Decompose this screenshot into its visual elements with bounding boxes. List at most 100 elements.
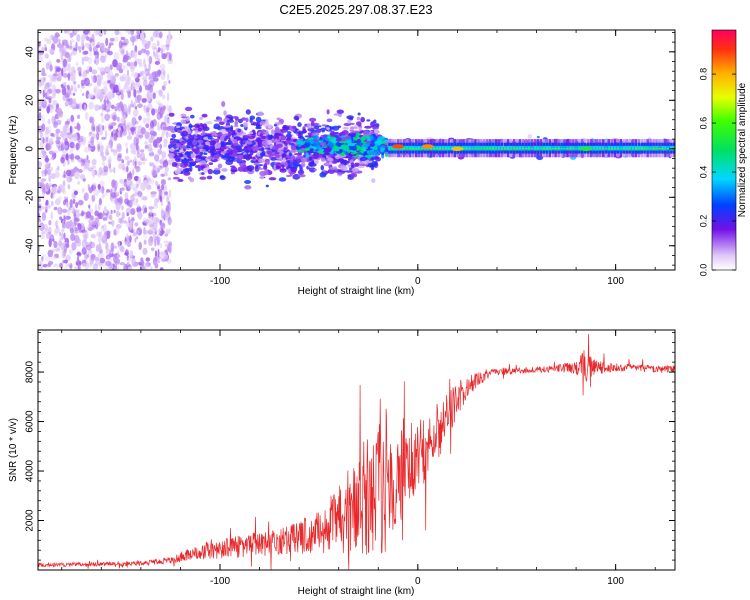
spectrogram-cell (118, 241, 121, 248)
spectrogram-cell (50, 200, 54, 207)
spectrogram-cell (82, 230, 89, 240)
spectrogram-cell (98, 231, 103, 239)
spectrogram-cell (52, 185, 58, 194)
spectrogram-frame (37, 29, 676, 271)
spectrogram-cell (65, 243, 70, 248)
spectrogram-band-cell (607, 148, 611, 150)
spectrogram-cell (329, 161, 333, 165)
spectrogram-cell (226, 142, 232, 145)
spectrogram-cell (135, 89, 141, 94)
spectrogram-cell (85, 211, 91, 219)
spectrogram-cell (118, 126, 121, 132)
spectrogram-cell (38, 42, 41, 47)
spectrogram-cell (300, 148, 305, 151)
spectrogram-cell (83, 104, 87, 112)
spectrogram-cell (50, 211, 54, 220)
spectrogram-cell (42, 153, 46, 159)
spectrogram-cell (99, 257, 106, 264)
spectrogram-cell (146, 111, 150, 117)
spectrogram-cell (97, 123, 104, 128)
spectrogram-cell (144, 131, 150, 140)
spectrogram-cell (56, 242, 61, 251)
spectrogram-cell (180, 116, 187, 119)
spectrogram-cell (140, 48, 147, 54)
y-tick-label: 40 (25, 46, 36, 58)
spectrogram-cell (97, 183, 101, 190)
figure-title: C2E5.2025.297.08.37.E23 (279, 2, 432, 17)
spectrogram-cell (44, 53, 49, 59)
spectrogram-cell (293, 115, 299, 121)
spectrogram-cell (213, 154, 220, 160)
colorbar-tick-label: 0.6 (698, 117, 708, 130)
spectrogram-cell (75, 143, 79, 151)
spectrogram-x-ticks: -100 0 100 (61, 30, 656, 287)
spectrogram-cell (130, 65, 135, 73)
spectrogram-band-cell (521, 148, 525, 150)
spectrogram-cell (97, 204, 101, 211)
spectrogram-cell (94, 256, 100, 262)
spectrogram-cell (161, 151, 167, 159)
spectrogram-cell (64, 138, 68, 146)
spectrogram-cell (59, 262, 63, 269)
spectrogram-cell (175, 143, 182, 148)
spectrogram-band-cell (661, 148, 664, 150)
spectrogram-cell (82, 159, 86, 166)
spectrogram-cell (70, 222, 75, 228)
spectrogram-cell (245, 117, 249, 123)
spectrogram-cell (266, 140, 273, 145)
spectrogram-cell (158, 126, 161, 130)
spectrogram-cell (93, 30, 100, 36)
spectrogram-cell (105, 260, 111, 267)
spectrogram-cell (206, 121, 213, 125)
spectrogram-cell (41, 100, 48, 109)
spectrogram-cell (101, 104, 108, 110)
spectrogram-cell (265, 159, 270, 165)
spectrogram-cell (193, 148, 200, 154)
spectrogram-cell (130, 61, 135, 66)
spectrogram-cell (45, 199, 49, 206)
spectrogram-cell (134, 237, 137, 243)
spectrogram-cell (152, 170, 157, 177)
spectrogram-cell (301, 161, 306, 168)
spectrogram-cell (172, 176, 180, 180)
spectrogram-cell (133, 60, 138, 66)
spectrogram-cell (137, 94, 141, 104)
spectrogram-cell (151, 108, 156, 116)
spectrogram-cell (140, 265, 146, 270)
spectrogram-cell (120, 78, 126, 82)
spectrogram-cell (52, 123, 58, 127)
spectrogram-cell (56, 136, 62, 140)
spectrogram-cell (125, 49, 129, 57)
spectrogram-cell (237, 128, 241, 133)
spectrogram-cell (233, 142, 239, 146)
spectrogram-cell (351, 145, 357, 151)
spectrogram-band-cell (637, 148, 640, 150)
spectrogram-cell (114, 180, 118, 190)
spectrogram-cell (223, 110, 227, 116)
spectrogram-cell (181, 158, 190, 164)
spectrogram-cell (106, 230, 111, 239)
spectrogram-cell (370, 121, 375, 128)
spectrogram-cell (62, 39, 68, 44)
spectrogram-cell (97, 143, 101, 151)
spectrogram-cell (148, 62, 151, 72)
colorbar-gradient (712, 30, 736, 270)
spectrogram-cell (189, 166, 193, 172)
spectrogram-cell (108, 253, 113, 258)
spectrogram-cell (351, 167, 360, 172)
spectrogram-cell (166, 205, 170, 212)
spectrogram-cell (115, 262, 117, 270)
spectrogram-cell (134, 190, 139, 197)
spectrogram-cell (181, 130, 188, 137)
spectrogram-cell (83, 233, 88, 242)
spectrogram-cell (101, 136, 107, 140)
spectrogram-cell (285, 133, 292, 139)
spectrogram-cell (249, 118, 253, 123)
spectrogram-cell (74, 155, 81, 160)
spectrogram-cell (167, 243, 172, 253)
spectrogram-cell (217, 131, 223, 137)
spectrogram-band-cell (497, 148, 501, 150)
spectrogram-cell (133, 101, 137, 109)
spectrogram-cell (148, 56, 153, 65)
spectrogram-cell (142, 41, 145, 48)
